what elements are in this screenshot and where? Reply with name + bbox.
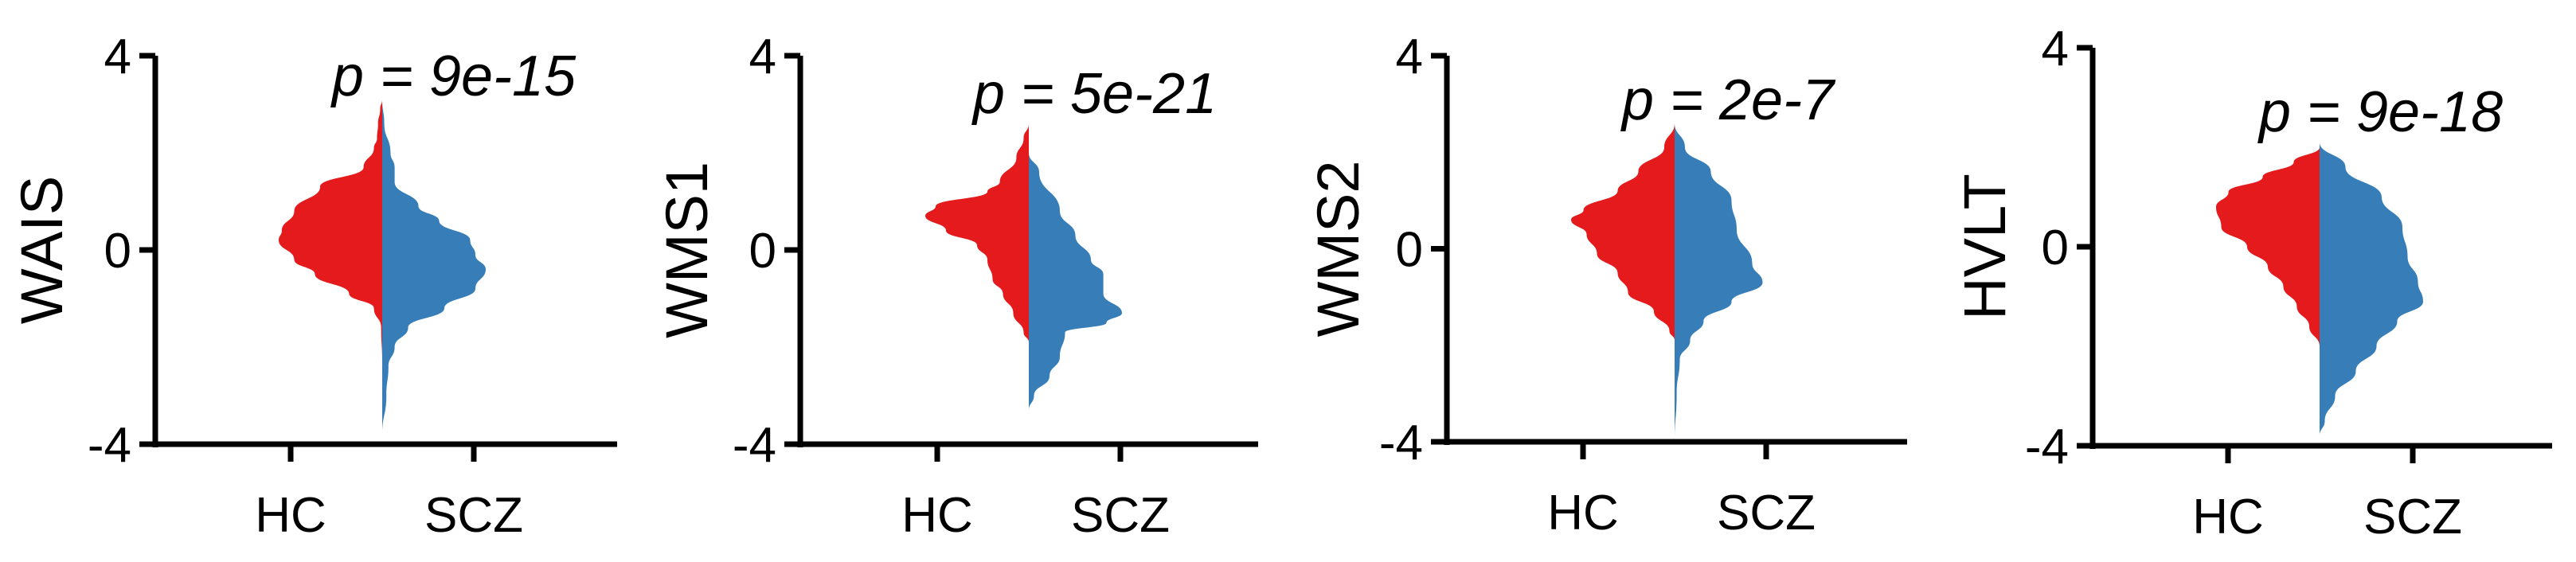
x-tick-label-scz: SCZ xyxy=(1071,488,1170,543)
y-tick-label: 4 xyxy=(104,29,131,84)
y-tick-label: 4 xyxy=(1396,29,1423,84)
y-tick-label: -4 xyxy=(1379,416,1423,470)
violin-hc-hvlt xyxy=(2216,147,2320,346)
violin-hc-wms1 xyxy=(925,123,1029,342)
violin-scz-wms1 xyxy=(1029,153,1122,411)
y-tick-label: 4 xyxy=(749,29,776,84)
y-tick-label: -4 xyxy=(2025,420,2069,474)
violin-scz-wms2 xyxy=(1675,123,1763,442)
x-tick-label-hc: HC xyxy=(2192,490,2264,544)
y-tick-label: 4 xyxy=(2042,21,2069,76)
x-tick-label-hc: HC xyxy=(1547,486,1619,541)
chart-panel-wms2: 4 0 -4 HC SCZ WMS2 p = 2e-7 xyxy=(1305,29,1907,541)
p-value-annotation: p = 9e-18 xyxy=(2257,80,2503,144)
y-tick-label: 0 xyxy=(1396,223,1423,278)
x-tick-label-scz: SCZ xyxy=(1717,486,1816,541)
y-tick-label: -4 xyxy=(88,418,131,473)
violin-scz-hvlt xyxy=(2320,142,2423,436)
y-axis-label: WMS2 xyxy=(1305,161,1371,338)
p-value-annotation: p = 9e-15 xyxy=(330,45,577,108)
y-tick-label: 0 xyxy=(749,224,776,279)
y-tick-label: 0 xyxy=(2042,221,2069,275)
y-axis-label: HVLT xyxy=(1952,174,2018,320)
p-value-annotation: p = 5e-21 xyxy=(971,62,1217,126)
violin-scz-wais xyxy=(382,99,486,435)
chart-panel-wais: 4 0 -4 HC SCZ WAIS p = 9e-15 xyxy=(9,29,617,543)
y-tick-label: -4 xyxy=(733,418,776,473)
y-tick-label: 0 xyxy=(104,224,131,279)
chart-panel-wms1: 4 0 -4 HC SCZ WMS1 p = 5e-21 xyxy=(654,29,1258,543)
chart-panel-hvlt: 4 0 -4 HC SCZ HVLT p = 9e-18 xyxy=(1952,21,2552,544)
violin-hc-wms2 xyxy=(1571,123,1675,341)
x-tick-label-scz: SCZ xyxy=(2363,490,2462,544)
x-tick-label-hc: HC xyxy=(255,488,326,543)
violin-hc-wais xyxy=(279,99,382,362)
y-axis-label: WAIS xyxy=(9,176,75,324)
p-value-annotation: p = 2e-7 xyxy=(1620,68,1836,132)
y-axis-label: WMS1 xyxy=(654,162,720,338)
x-tick-label-hc: HC xyxy=(901,488,973,543)
x-tick-label-scz: SCZ xyxy=(424,488,523,543)
